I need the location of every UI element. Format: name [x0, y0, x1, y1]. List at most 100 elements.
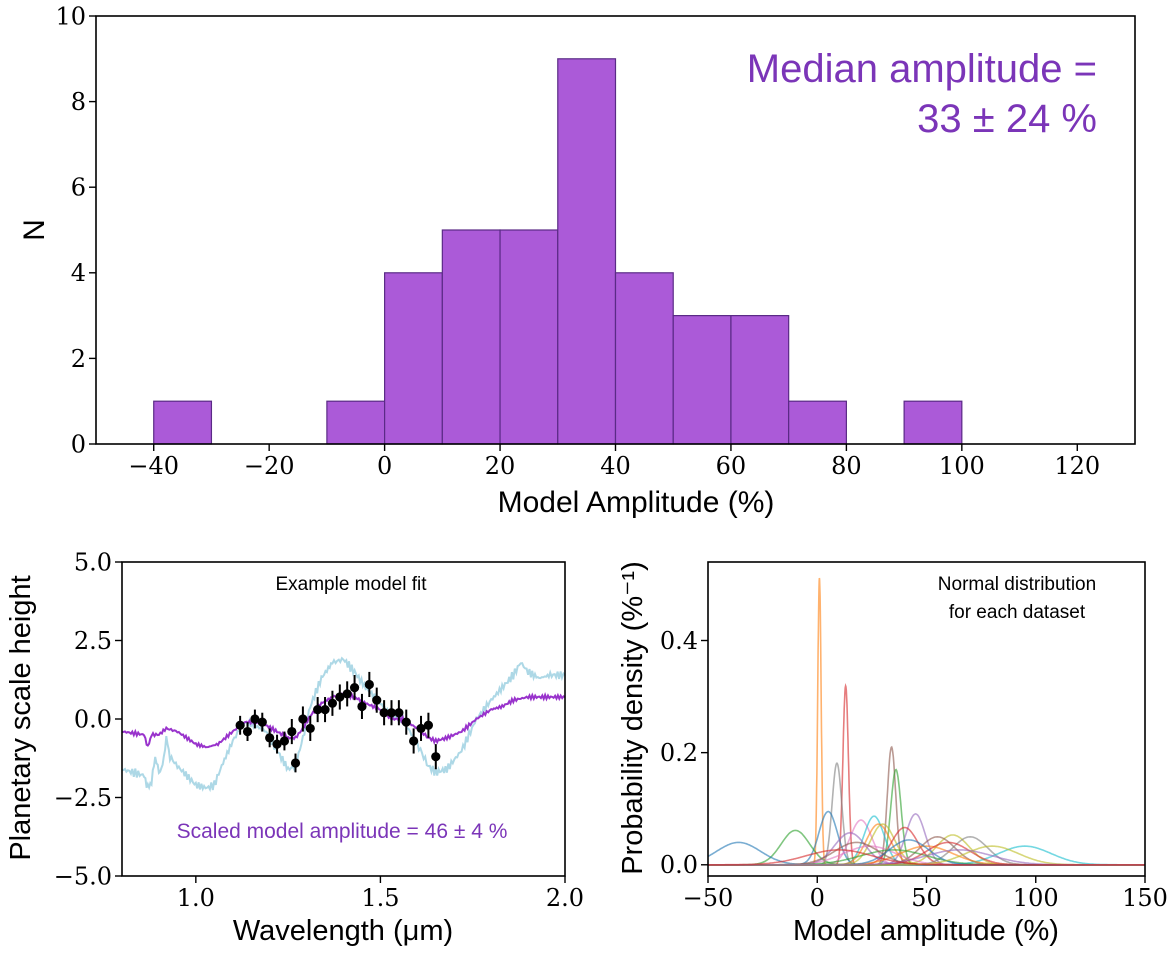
data-point	[265, 733, 275, 743]
histogram-bar	[903, 400, 963, 445]
pdf-y-axis-label: Probability density (%⁻¹)	[617, 561, 649, 874]
histogram-x-tick-label: 20	[485, 452, 516, 480]
histogram-bar	[557, 58, 617, 445]
spectrum-y-ticks: −5.0 −2.5 0.0 2.5 5.0	[54, 548, 122, 890]
histogram-y-tick-label: 0	[71, 430, 86, 458]
median-amplitude-value: 33 ± 24 %	[917, 97, 1097, 141]
pdf-curve	[708, 839, 1145, 866]
data-point	[279, 736, 290, 746]
data-point	[235, 720, 245, 730]
pdf-curve	[708, 762, 1145, 866]
data-point	[272, 739, 282, 749]
data-point	[372, 695, 382, 705]
spectrum-y-tick-label: −2.5	[54, 784, 112, 812]
data-point	[327, 698, 338, 708]
pdf-x-tick-label: 100	[1013, 884, 1059, 912]
histogram-y-ticks: 0 2 4 6 8 10	[55, 2, 96, 458]
histogram-x-axis-label: Model Amplitude (%)	[498, 486, 775, 519]
data-point	[409, 736, 419, 746]
data-point	[357, 701, 367, 712]
histogram-x-tick-label: 80	[831, 452, 862, 480]
normal-distribution-label-line2: for each dataset	[949, 602, 1086, 623]
pdf-y-tick-label: 0.0	[660, 851, 698, 879]
histogram-x-ticks: −40 −20 0 20 40 60 80 100 120	[128, 444, 1100, 480]
pdf-panel: −50 0 50 100 150 0.0 0.2 0.4 Normal distributi…	[617, 561, 1168, 947]
spectrum-data-points	[235, 671, 441, 773]
spectrum-x-tick-label: 1.5	[361, 884, 399, 912]
histogram-y-axis-label: N	[18, 219, 51, 241]
data-point	[431, 752, 441, 762]
data-point	[257, 717, 267, 727]
data-point	[242, 726, 253, 737]
histogram-x-tick-label: 100	[939, 452, 985, 480]
scaled-model-amplitude-label: Scaled model amplitude = 46 ± 4 %	[177, 820, 508, 843]
data-point	[401, 717, 411, 727]
histogram-bar	[614, 272, 674, 445]
pdf-y-tick-label: 0.2	[660, 739, 698, 767]
data-point	[250, 714, 260, 724]
data-point	[394, 708, 404, 718]
spectrum-x-ticks: 1.0 1.5 2.0	[177, 876, 584, 912]
histogram-y-tick-label: 8	[71, 88, 86, 116]
spectrum-panel: 1.0 1.5 2.0 −5.0 −2.5 0.0 2.5 5.0 Example mode…	[5, 548, 584, 947]
pdf-curves	[708, 577, 1145, 866]
spectrum-y-tick-label: 5.0	[74, 548, 112, 576]
pdf-y-ticks: 0.0 0.2 0.4	[660, 627, 708, 879]
pdf-y-tick-label: 0.4	[660, 627, 698, 655]
spectrum-x-tick-label: 2.0	[546, 884, 584, 912]
data-point	[320, 704, 330, 715]
histogram-x-tick-label: 40	[600, 452, 631, 480]
normal-distribution-label-line1: Normal distribution	[938, 574, 1096, 595]
data-point	[313, 704, 323, 715]
data-point	[386, 708, 397, 718]
pdf-curve	[708, 849, 1145, 866]
data-point	[335, 692, 345, 702]
spectrum-y-tick-label: 0.0	[74, 705, 112, 733]
spectrum-x-tick-label: 1.0	[177, 884, 215, 912]
pdf-x-tick-label: −50	[683, 884, 734, 912]
histogram-x-tick-label: 120	[1054, 452, 1100, 480]
spectrum-x-axis-label: Wavelength (μm)	[233, 915, 453, 947]
spectrum-title: Example model fit	[275, 574, 427, 595]
histogram-y-tick-label: 2	[71, 345, 86, 373]
data-point	[349, 683, 360, 693]
pdf-x-tick-label: 150	[1122, 884, 1168, 912]
histogram-y-tick-label: 4	[71, 259, 86, 287]
data-point	[290, 758, 301, 768]
pdf-x-axis-label: Model amplitude (%)	[793, 915, 1059, 947]
data-point	[379, 708, 389, 718]
median-amplitude-label: Median amplitude =	[747, 47, 1097, 91]
histogram-y-tick-label: 10	[55, 2, 86, 30]
histogram-bar	[788, 400, 847, 445]
histogram-y-tick-label: 6	[71, 174, 86, 202]
spectrum-y-tick-label: 2.5	[74, 627, 112, 655]
histogram-bar	[499, 229, 559, 445]
spectrum-y-axis-label: Planetary scale height	[5, 575, 37, 860]
data-point	[423, 720, 434, 730]
histogram-x-tick-label: −20	[244, 452, 295, 480]
pdf-x-tick-label: 0	[810, 884, 825, 912]
spectrum-lines	[122, 656, 565, 793]
data-point	[342, 689, 352, 699]
histogram-bar	[730, 315, 790, 445]
histogram-bar	[326, 400, 386, 445]
data-point	[305, 723, 315, 734]
histogram-x-tick-label: 0	[377, 452, 392, 480]
scaled-model-spectrum	[122, 690, 565, 750]
pdf-x-ticks: −50 0 50 100 150	[683, 876, 1168, 912]
spectrum-y-tick-label: −5.0	[54, 862, 112, 890]
data-point	[364, 679, 374, 690]
pdf-x-tick-label: 50	[911, 884, 942, 912]
histogram-panel: −40 −20 0 20 40 60 80 100 120 0 2 4 6 8 10 Model Ampl…	[18, 2, 1136, 519]
data-point	[287, 726, 297, 737]
histogram-x-tick-label: −40	[128, 452, 179, 480]
unscaled-model-spectrum	[122, 656, 565, 793]
data-point	[298, 714, 308, 724]
histogram-bars	[153, 58, 963, 445]
histogram-bar	[441, 229, 501, 445]
histogram-bar	[153, 400, 213, 445]
data-point	[416, 723, 426, 734]
histogram-bar	[672, 315, 732, 445]
histogram-x-tick-label: 60	[716, 452, 747, 480]
